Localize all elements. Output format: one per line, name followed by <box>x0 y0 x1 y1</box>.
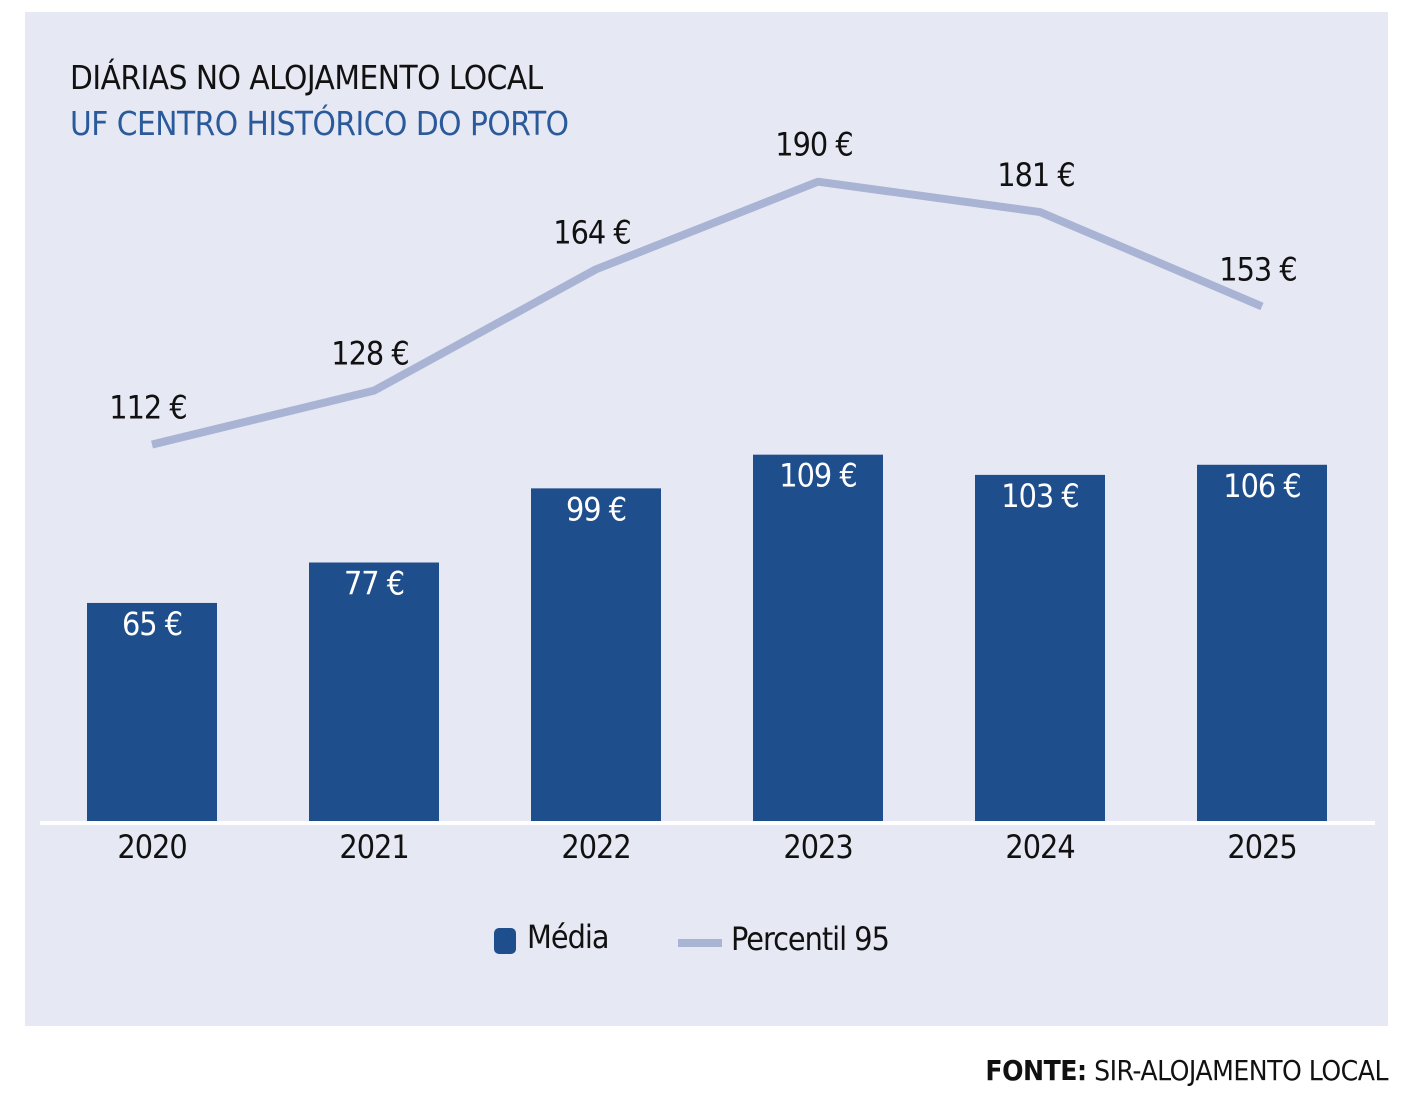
line-label-2023: 190 € <box>775 126 852 164</box>
bar-label-2020: 65 € <box>122 605 182 643</box>
line-label-2022: 164 € <box>553 213 630 251</box>
line-label-2021: 128 € <box>331 335 408 373</box>
bar-2021 <box>309 562 439 822</box>
bar-2022 <box>531 488 661 822</box>
legend-label-media: Média <box>527 918 608 956</box>
legend-label-percentil: Percentil 95 <box>731 920 889 958</box>
chart-title: DIÁRIAS NO ALOJAMENTO LOCAL <box>70 58 543 97</box>
bar-label-2023: 109 € <box>779 457 856 495</box>
bar-label-2021: 77 € <box>344 565 404 603</box>
bar-label-2025: 106 € <box>1223 467 1300 505</box>
chart-subtitle: UF CENTRO HISTÓRICO DO PORTO <box>70 104 569 143</box>
bar-2023 <box>753 454 883 822</box>
x-tick-2022: 2022 <box>561 828 630 866</box>
source-note: FONTE: SIR-ALOJAMENTO LOCAL <box>985 1054 1388 1087</box>
bar-2020 <box>87 602 217 822</box>
x-tick-2024: 2024 <box>1005 828 1074 866</box>
bar-label-2024: 103 € <box>1001 477 1078 515</box>
line-label-2020: 112 € <box>109 389 186 427</box>
source-label: FONTE: <box>985 1054 1087 1087</box>
legend-swatch-percentil <box>678 939 722 947</box>
chart-panel <box>25 12 1388 1026</box>
x-tick-2023: 2023 <box>783 828 852 866</box>
line-label-2025: 153 € <box>1219 250 1296 288</box>
x-tick-2021: 2021 <box>339 828 408 866</box>
line-label-2024: 181 € <box>997 156 1074 194</box>
line-percentil-95 <box>151 177 1264 449</box>
bar-2024 <box>975 474 1105 822</box>
bar-2025 <box>1197 464 1327 822</box>
legend-swatch-media <box>494 928 516 954</box>
x-tick-2025: 2025 <box>1227 828 1296 866</box>
x-tick-2020: 2020 <box>117 828 186 866</box>
source-text: SIR-ALOJAMENTO LOCAL <box>1094 1054 1388 1087</box>
bar-label-2022: 99 € <box>566 490 626 528</box>
